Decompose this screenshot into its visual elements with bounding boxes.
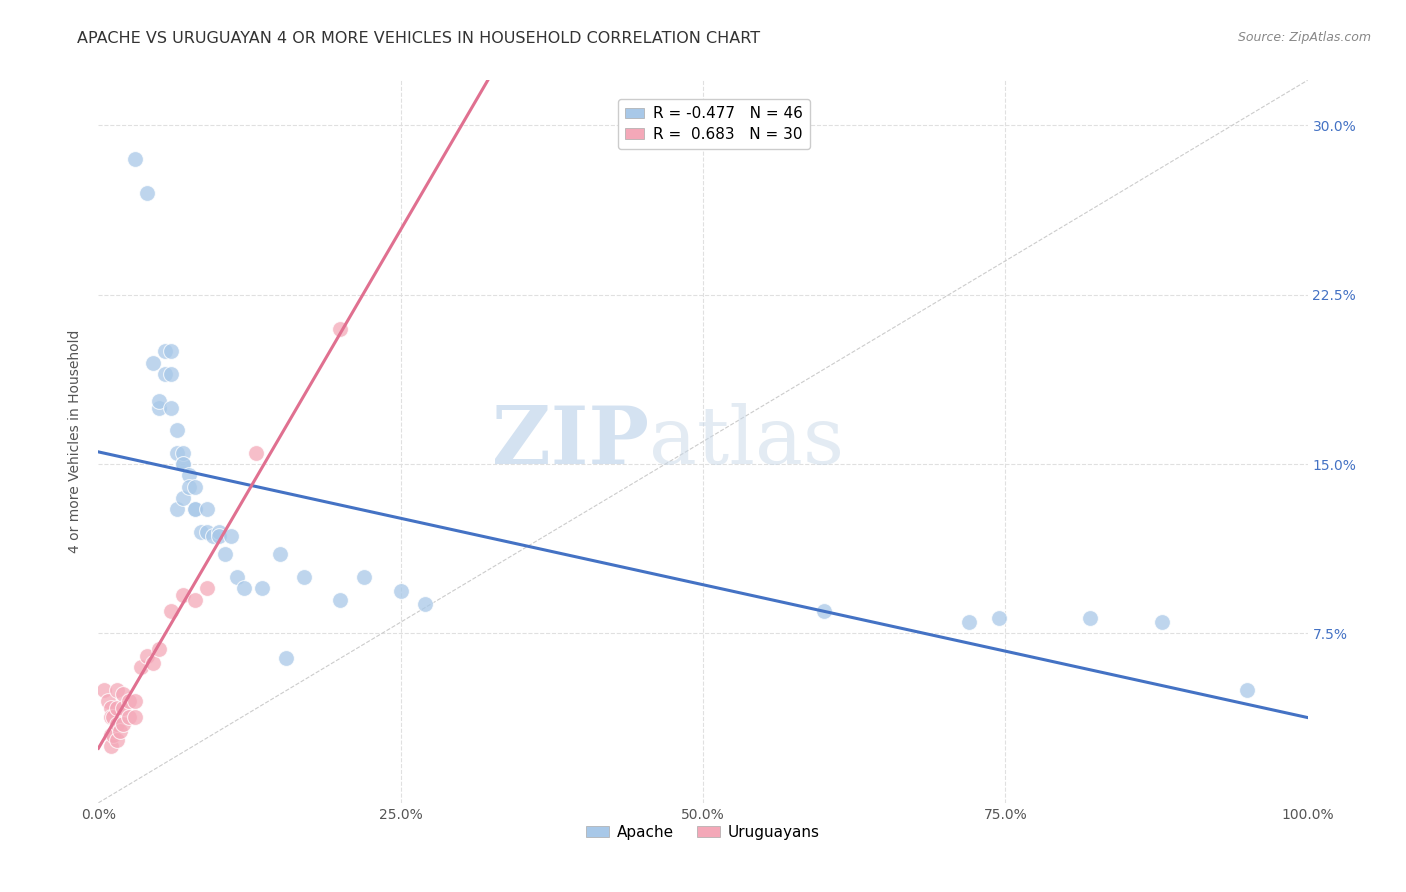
Point <box>179 480 201 494</box>
Point <box>100 739 122 754</box>
Point <box>329 592 352 607</box>
Point <box>153 367 176 381</box>
Point <box>195 582 218 596</box>
Point <box>166 446 188 460</box>
Text: atlas: atlas <box>648 402 844 481</box>
Point <box>166 502 188 516</box>
Point <box>214 548 236 562</box>
Point <box>208 529 231 543</box>
Point <box>100 701 122 715</box>
Point <box>166 423 188 437</box>
Point <box>413 597 436 611</box>
Point <box>142 355 165 369</box>
Text: ZIP: ZIP <box>492 402 648 481</box>
Point <box>111 687 134 701</box>
Point <box>179 468 201 483</box>
Point <box>97 694 120 708</box>
Point <box>142 656 165 670</box>
Point <box>108 723 131 738</box>
Point <box>111 701 134 715</box>
Point <box>93 682 115 697</box>
Point <box>184 592 207 607</box>
Point <box>105 716 128 731</box>
Text: APACHE VS URUGUAYAN 4 OR MORE VEHICLES IN HOUSEHOLD CORRELATION CHART: APACHE VS URUGUAYAN 4 OR MORE VEHICLES I… <box>77 31 761 46</box>
Point <box>184 480 207 494</box>
Point <box>148 401 170 415</box>
Point <box>148 642 170 657</box>
Legend: Apache, Uruguayans: Apache, Uruguayans <box>581 819 825 846</box>
Point <box>160 344 183 359</box>
Point <box>232 582 254 596</box>
Point <box>329 321 352 335</box>
Point <box>1078 610 1101 624</box>
Point <box>111 716 134 731</box>
Point <box>135 648 157 663</box>
Point <box>172 588 194 602</box>
Point <box>148 393 170 408</box>
Point <box>105 732 128 747</box>
Point <box>389 583 412 598</box>
Point <box>221 529 243 543</box>
Point <box>813 604 835 618</box>
Point <box>353 570 375 584</box>
Point <box>105 682 128 697</box>
Point <box>135 186 157 201</box>
Text: Source: ZipAtlas.com: Source: ZipAtlas.com <box>1237 31 1371 45</box>
Point <box>245 446 267 460</box>
Point <box>160 401 183 415</box>
Point <box>160 367 183 381</box>
Point <box>184 502 207 516</box>
Point <box>100 710 122 724</box>
Point <box>172 446 194 460</box>
Point <box>1236 682 1258 697</box>
Point <box>124 694 146 708</box>
Point <box>1152 615 1174 630</box>
Point <box>957 615 980 630</box>
Point <box>208 524 231 539</box>
Point <box>988 610 1011 624</box>
Point <box>118 694 141 708</box>
Point <box>195 524 218 539</box>
Point <box>250 582 273 596</box>
Point <box>124 153 146 167</box>
Point <box>274 651 297 665</box>
Point <box>101 710 124 724</box>
Point <box>101 728 124 742</box>
Point <box>172 491 194 505</box>
Point <box>226 570 249 584</box>
Point <box>292 570 315 584</box>
Point <box>100 728 122 742</box>
Point <box>129 660 152 674</box>
Point <box>172 457 194 471</box>
Point <box>202 529 225 543</box>
Y-axis label: 4 or more Vehicles in Household: 4 or more Vehicles in Household <box>69 330 83 553</box>
Point <box>124 710 146 724</box>
Point <box>195 502 218 516</box>
Point <box>190 524 212 539</box>
Point <box>118 710 141 724</box>
Point <box>153 344 176 359</box>
Point <box>172 457 194 471</box>
Point <box>160 604 183 618</box>
Point <box>105 701 128 715</box>
Point <box>269 548 291 562</box>
Point <box>184 502 207 516</box>
